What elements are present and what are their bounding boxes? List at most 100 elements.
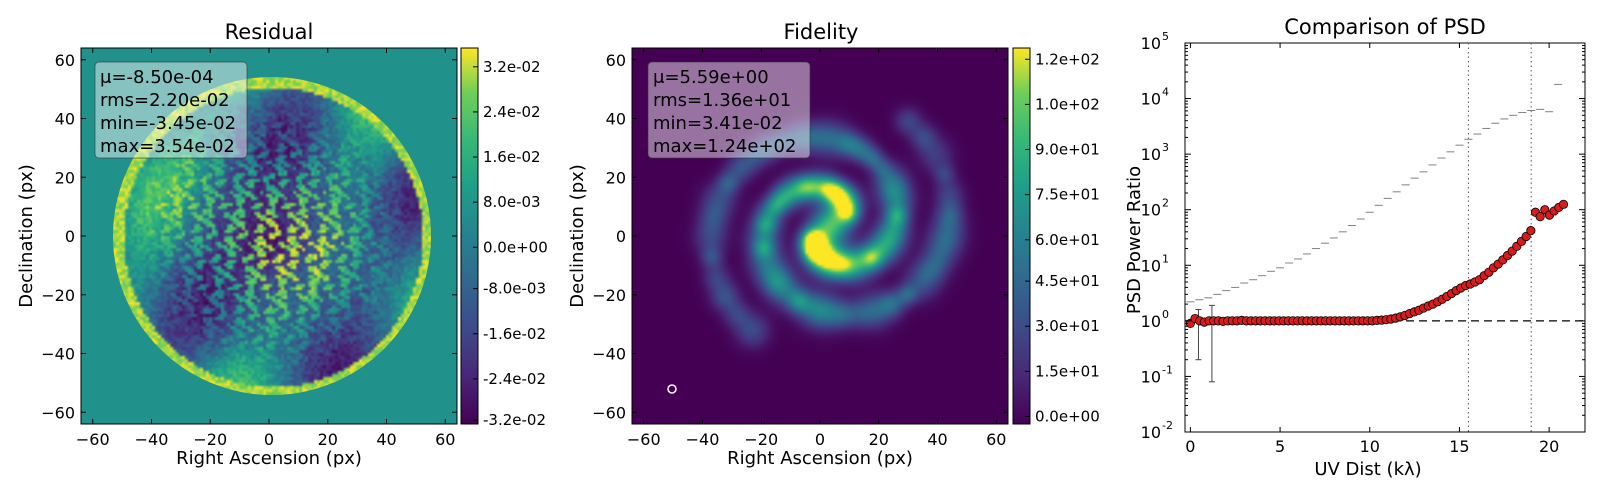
x-tick-label: −20 bbox=[744, 430, 778, 449]
colorbar-tick-label: -2.4e-02 bbox=[483, 370, 546, 388]
data-point bbox=[1526, 226, 1536, 236]
colorbar-tick-label: 6.0e+01 bbox=[1035, 231, 1100, 249]
y-tick-exponent: 1 bbox=[1162, 252, 1169, 265]
colorbar-tick-label: 2.4e-02 bbox=[483, 103, 541, 121]
colorbar-tick-label: 8.0e-03 bbox=[483, 193, 541, 211]
x-tick-label: 60 bbox=[435, 430, 455, 449]
data-point bbox=[1558, 199, 1569, 209]
colorbar-tick-label: 4.5e+01 bbox=[1035, 272, 1100, 290]
fidelity-stat-min: min=3.41e-02 bbox=[653, 113, 783, 134]
residual-panel: Residual −60 −40 −20 0 20 40 60 −60 −40 −20 0 20 40… bbox=[16, 20, 548, 469]
y-tick-label: 10 bbox=[1141, 312, 1161, 331]
x-tick-label: 15 bbox=[1449, 437, 1469, 456]
y-tick-label: 40 bbox=[606, 110, 626, 129]
colorbar-tick-label: 1.6e-02 bbox=[483, 148, 541, 166]
x-tick-label: 0 bbox=[815, 430, 825, 449]
psd-grey-ticks bbox=[1186, 83, 1563, 303]
residual-colorbar-ticks: 3.2e-02 2.4e-02 1.6e-02 8.0e-03 0.0e+00 -8.0e… bbox=[473, 58, 548, 429]
colorbar-tick-label: 1.5e+01 bbox=[1035, 362, 1100, 380]
colorbar-tick-label: 3.0e+01 bbox=[1035, 317, 1100, 335]
psd-xlabel: UV Dist (kλ) bbox=[1314, 459, 1421, 480]
residual-y-ticks: −60 −40 −20 0 20 40 60 bbox=[41, 51, 457, 422]
colorbar-tick-label: 1.2e+02 bbox=[1035, 50, 1100, 68]
fidelity-x-ticks: −60 −40 −20 0 20 40 60 bbox=[627, 48, 1006, 449]
psd-red-points bbox=[1185, 199, 1569, 328]
y-tick-label: 60 bbox=[606, 51, 626, 70]
fidelity-panel: Fidelity −60 −40 −20 0 20 40 60 −60 −40 −20 0 20 40… bbox=[567, 20, 1100, 469]
y-tick-label: 20 bbox=[55, 168, 75, 187]
psd-title: Comparison of PSD bbox=[1284, 15, 1486, 39]
x-tick-label: −60 bbox=[627, 430, 661, 449]
y-tick-label: 20 bbox=[606, 168, 626, 187]
y-tick-label: 0 bbox=[65, 227, 75, 246]
y-tick-label: −20 bbox=[41, 286, 75, 305]
y-tick-label: 10 bbox=[1141, 34, 1161, 53]
y-tick-label: −60 bbox=[592, 403, 626, 422]
residual-stat-min: min=-3.45e-02 bbox=[100, 113, 236, 134]
residual-colorbar bbox=[460, 47, 479, 425]
y-tick-label: −60 bbox=[41, 403, 75, 422]
colorbar-tick-label: -3.2e-02 bbox=[483, 411, 546, 429]
y-tick-exponent: 5 bbox=[1162, 30, 1169, 43]
colorbar-tick-label: -1.6e-02 bbox=[483, 325, 546, 343]
fidelity-colorbar-ticks: 1.2e+02 1.0e+02 9.0e+01 7.5e+01 6.0e+01 4.5e+… bbox=[1025, 50, 1100, 425]
colorbar-tick-label: 9.0e+01 bbox=[1035, 141, 1100, 159]
x-tick-label: 40 bbox=[376, 430, 396, 449]
y-tick-exponent: -1 bbox=[1162, 363, 1173, 376]
x-tick-label: 0 bbox=[264, 430, 274, 449]
fidelity-stat-max: max=1.24e+02 bbox=[653, 136, 796, 157]
y-tick-label: 10 bbox=[1141, 145, 1161, 164]
residual-title: Residual bbox=[225, 20, 314, 44]
fidelity-stat-mean: μ=5.59e+00 bbox=[653, 67, 769, 88]
data-point bbox=[1535, 212, 1545, 222]
residual-stat-rms: rms=2.20e-02 bbox=[100, 90, 230, 111]
fidelity-ylabel: Declination (px) bbox=[567, 164, 588, 308]
y-tick-label: −20 bbox=[592, 286, 626, 305]
y-tick-label: 10 bbox=[1141, 256, 1161, 275]
y-tick-label: 10 bbox=[1141, 423, 1161, 442]
x-tick-label: −20 bbox=[193, 430, 227, 449]
x-tick-label: 20 bbox=[318, 430, 338, 449]
y-tick-exponent: 2 bbox=[1162, 197, 1169, 210]
residual-stat-mean: μ=-8.50e-04 bbox=[100, 67, 214, 88]
residual-xlabel: Right Ascension (px) bbox=[176, 448, 362, 469]
fidelity-y-ticks: −60 −40 −20 0 20 40 60 bbox=[592, 51, 1008, 422]
y-tick-exponent: 4 bbox=[1162, 86, 1169, 99]
y-tick-exponent: 3 bbox=[1162, 141, 1169, 154]
y-tick-label: 10 bbox=[1141, 90, 1161, 109]
y-tick-label: 60 bbox=[55, 51, 75, 70]
x-tick-label: 10 bbox=[1360, 437, 1380, 456]
y-tick-label: 40 bbox=[55, 110, 75, 129]
y-tick-label: −40 bbox=[592, 345, 626, 364]
psd-x-ticks: 0 5 10 15 20 bbox=[1185, 43, 1559, 456]
fidelity-colorbar bbox=[1012, 47, 1031, 425]
colorbar-tick-label: -8.0e-03 bbox=[483, 280, 546, 298]
y-tick-exponent: -2 bbox=[1162, 419, 1173, 432]
x-tick-label: 20 bbox=[869, 430, 889, 449]
x-tick-label: 20 bbox=[1539, 437, 1559, 456]
y-tick-exponent: 0 bbox=[1162, 308, 1169, 321]
fidelity-title: Fidelity bbox=[784, 20, 859, 44]
psd-axes-frame bbox=[1184, 42, 1586, 433]
fidelity-stat-rms: rms=1.36e+01 bbox=[653, 90, 791, 111]
colorbar-tick-label: 3.2e-02 bbox=[483, 58, 541, 76]
x-tick-label: 5 bbox=[1275, 437, 1285, 456]
y-tick-label: 10 bbox=[1141, 201, 1161, 220]
y-tick-label: 10 bbox=[1141, 367, 1161, 386]
x-tick-label: 60 bbox=[986, 430, 1006, 449]
psd-ylabel: PSD Power Ratio bbox=[1124, 166, 1145, 314]
x-tick-label: 40 bbox=[927, 430, 947, 449]
residual-stat-max: max=3.54e-02 bbox=[100, 136, 235, 157]
x-tick-label: −60 bbox=[76, 430, 110, 449]
x-tick-label: 0 bbox=[1185, 437, 1195, 456]
y-tick-label: −40 bbox=[41, 345, 75, 364]
colorbar-tick-label: 0.0e+00 bbox=[483, 238, 548, 256]
residual-image bbox=[113, 77, 431, 395]
residual-stats-box: μ=-8.50e-04 rms=2.20e-02 min=-3.45e-02 m… bbox=[94, 61, 248, 159]
fidelity-xlabel: Right Ascension (px) bbox=[727, 448, 913, 469]
y-tick-label: 0 bbox=[616, 227, 626, 246]
colorbar-tick-label: 0.0e+00 bbox=[1035, 407, 1100, 425]
